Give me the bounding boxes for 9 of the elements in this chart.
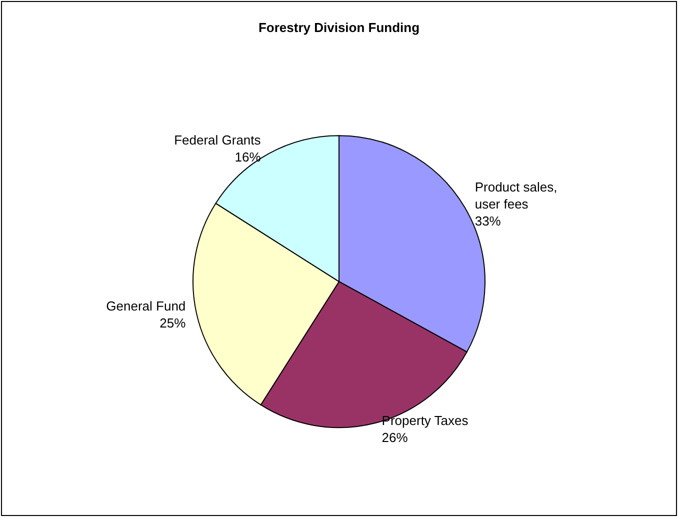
data-label: 16% bbox=[234, 149, 262, 164]
slice-label: General Fund bbox=[106, 298, 186, 314]
slice-label: Federal Grants bbox=[174, 132, 262, 148]
slice-label: Property Taxes bbox=[382, 412, 469, 428]
data-label: 25% bbox=[160, 316, 186, 331]
data-label: 26% bbox=[382, 430, 408, 445]
data-label: 33% bbox=[474, 214, 502, 229]
slice-label: Product sales, user fees bbox=[474, 180, 561, 212]
chart-title: Forestry Division Funding bbox=[258, 20, 420, 35]
